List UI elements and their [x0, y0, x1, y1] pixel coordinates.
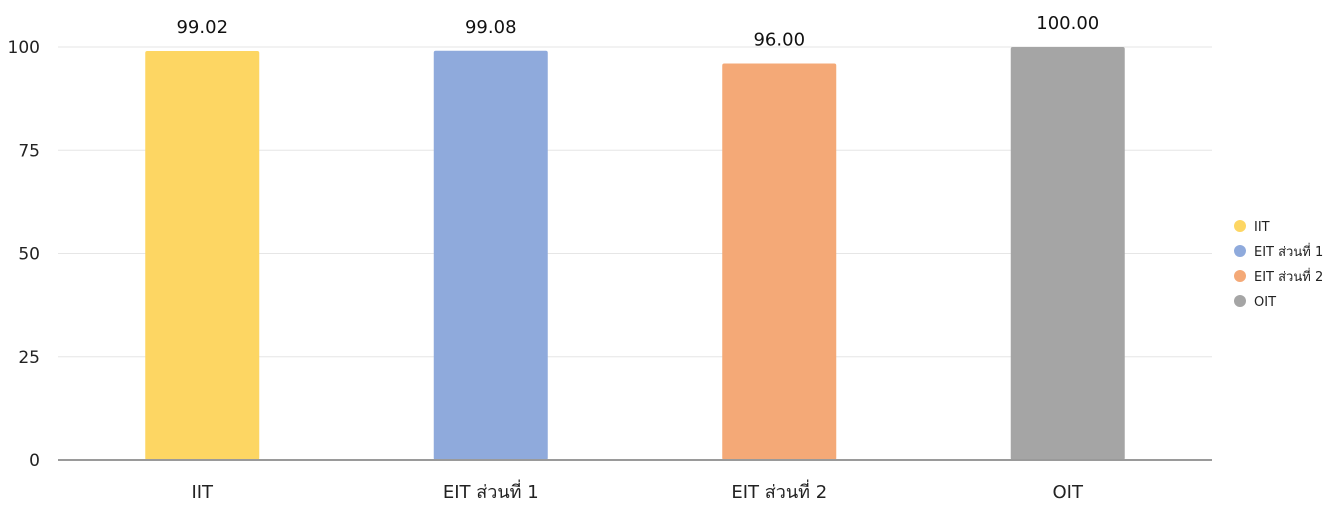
y-tick-label: 0 [29, 451, 40, 471]
legend-swatch [1234, 245, 1246, 257]
x-tick-label: IIT [191, 482, 214, 503]
x-tick-label: OIT [1053, 482, 1084, 503]
y-tick-label: 25 [18, 348, 40, 368]
legend-swatch [1234, 220, 1246, 232]
y-axis-ticks: 0 25 50 75 100 [8, 38, 40, 471]
bar [433, 50, 548, 461]
legend-swatch [1234, 295, 1246, 307]
x-tick-label: EIT ส่วนที่ 2 [731, 479, 827, 503]
x-tick-label: EIT ส่วนที่ 1 [443, 479, 539, 503]
legend: IIT EIT ส่วนที่ 1 EIT ส่วนที่ 2 OIT [1234, 220, 1323, 310]
y-tick-label: 75 [18, 141, 40, 161]
data-label: 99.08 [465, 17, 517, 38]
bar [145, 51, 260, 461]
legend-swatch [1234, 270, 1246, 282]
data-label: 99.02 [176, 17, 228, 38]
legend-label: OIT [1254, 295, 1276, 310]
bar [722, 63, 837, 461]
data-label: 100.00 [1036, 13, 1099, 34]
x-axis-ticks: IIT EIT ส่วนที่ 1 EIT ส่วนที่ 2 OIT [191, 479, 1084, 503]
bar [1010, 47, 1125, 460]
legend-label: IIT [1254, 220, 1270, 235]
y-tick-label: 100 [8, 38, 40, 58]
legend-label: EIT ส่วนที่ 1 [1254, 243, 1323, 260]
bars [145, 47, 1125, 461]
data-labels: 99.02 99.08 96.00 100.00 [176, 13, 1099, 51]
y-tick-label: 50 [18, 245, 40, 265]
data-label: 96.00 [753, 30, 805, 51]
legend-label: EIT ส่วนที่ 2 [1254, 268, 1323, 285]
